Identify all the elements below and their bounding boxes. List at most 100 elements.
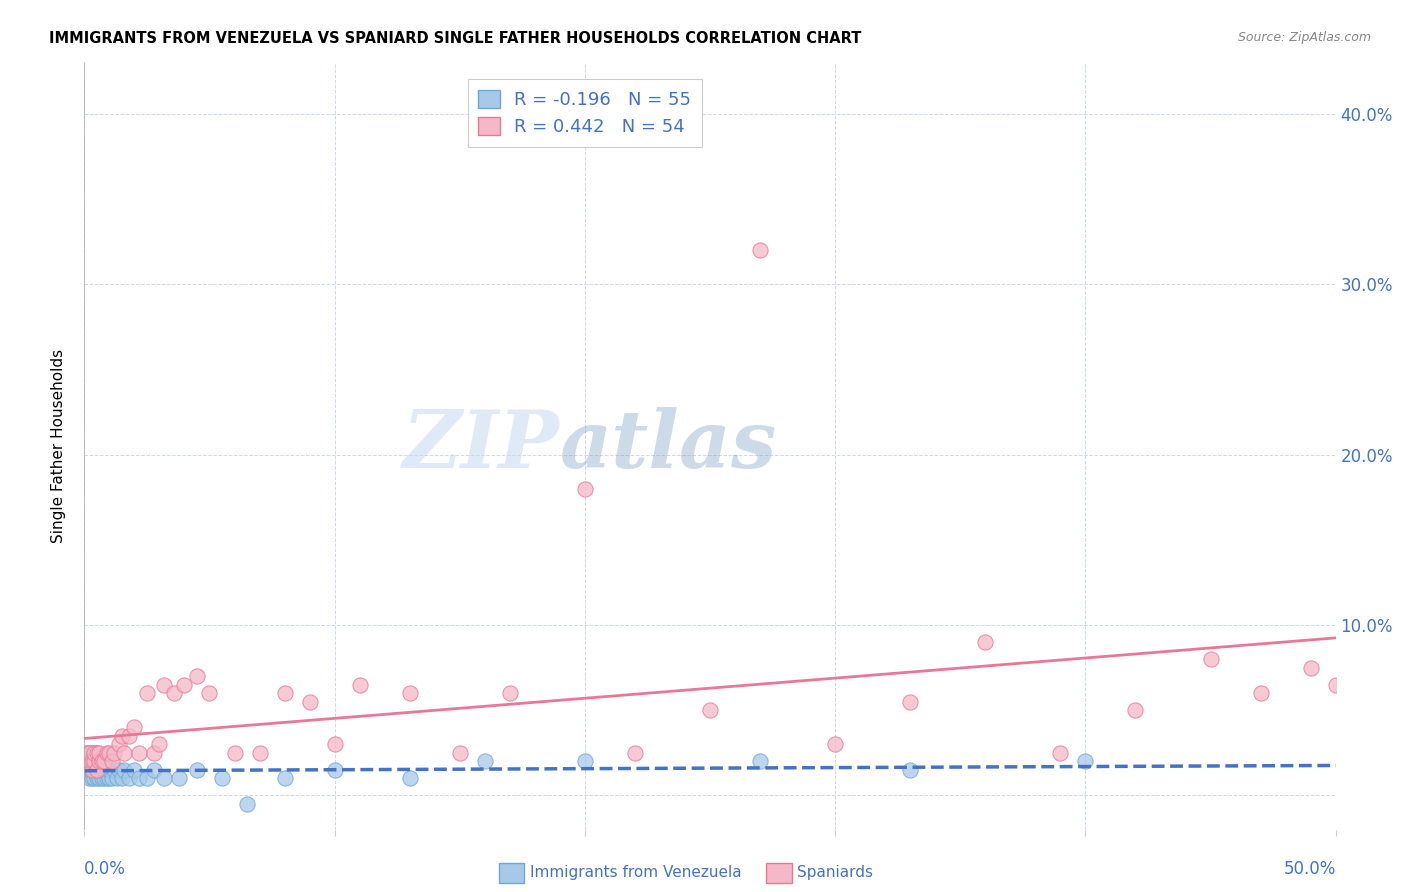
Point xyxy=(148,737,170,751)
Text: Spaniards: Spaniards xyxy=(797,865,873,880)
Point xyxy=(80,763,103,777)
Y-axis label: Single Father Households: Single Father Households xyxy=(51,349,66,543)
Point xyxy=(80,772,103,786)
Point xyxy=(398,686,420,700)
Point xyxy=(124,720,146,734)
Point xyxy=(298,695,321,709)
Text: ZIP: ZIP xyxy=(404,408,560,484)
Point xyxy=(79,746,101,760)
Legend: R = -0.196   N = 55, R = 0.442   N = 54: R = -0.196 N = 55, R = 0.442 N = 54 xyxy=(468,79,702,146)
Point xyxy=(86,755,108,769)
Point xyxy=(83,746,105,760)
Point xyxy=(79,763,101,777)
Point xyxy=(236,797,259,811)
Point xyxy=(499,686,522,700)
Text: 50.0%: 50.0% xyxy=(1284,860,1336,879)
Point xyxy=(1199,652,1222,666)
Point xyxy=(143,746,166,760)
Point xyxy=(83,772,105,786)
Point xyxy=(273,772,295,786)
Point xyxy=(93,755,115,769)
Point xyxy=(699,703,721,717)
Point xyxy=(1074,755,1097,769)
Point xyxy=(749,755,772,769)
Point xyxy=(96,746,118,760)
Point xyxy=(1250,686,1272,700)
Point xyxy=(574,482,596,496)
Point xyxy=(83,755,105,769)
Point xyxy=(76,746,98,760)
Text: atlas: atlas xyxy=(560,408,778,484)
Point xyxy=(89,746,111,760)
Point xyxy=(76,763,98,777)
Point xyxy=(136,686,159,700)
Point xyxy=(449,746,471,760)
Point xyxy=(105,772,128,786)
Point xyxy=(1049,746,1071,760)
Point xyxy=(173,678,195,692)
Point xyxy=(90,772,112,786)
Point xyxy=(186,669,208,683)
Point xyxy=(86,763,108,777)
Point xyxy=(749,243,772,257)
Point xyxy=(83,763,105,777)
Point xyxy=(273,686,295,700)
Point xyxy=(86,772,108,786)
Point xyxy=(118,729,141,743)
Point xyxy=(898,763,921,777)
Point xyxy=(349,678,371,692)
Point xyxy=(323,737,346,751)
Point xyxy=(824,737,846,751)
Point xyxy=(108,737,131,751)
Point xyxy=(103,746,125,760)
Point xyxy=(136,772,159,786)
Point xyxy=(83,755,105,769)
Point xyxy=(143,763,166,777)
Point xyxy=(574,755,596,769)
Point xyxy=(224,746,246,760)
Point xyxy=(1324,678,1347,692)
Point xyxy=(153,678,176,692)
Text: IMMIGRANTS FROM VENEZUELA VS SPANIARD SINGLE FATHER HOUSEHOLDS CORRELATION CHART: IMMIGRANTS FROM VENEZUELA VS SPANIARD SI… xyxy=(49,31,862,46)
Point xyxy=(80,755,103,769)
Text: 0.0%: 0.0% xyxy=(84,860,127,879)
Point xyxy=(249,746,271,760)
Point xyxy=(169,772,191,786)
Point xyxy=(76,746,98,760)
Point xyxy=(101,772,124,786)
Point xyxy=(98,772,121,786)
Point xyxy=(83,746,105,760)
Point xyxy=(89,763,111,777)
Point xyxy=(101,755,124,769)
Point xyxy=(80,746,103,760)
Point xyxy=(128,772,150,786)
Point xyxy=(128,746,150,760)
Point xyxy=(474,755,496,769)
Point xyxy=(80,755,103,769)
Point xyxy=(80,763,103,777)
Point xyxy=(112,763,135,777)
Point xyxy=(163,686,186,700)
Point xyxy=(90,755,112,769)
Point xyxy=(89,755,111,769)
Point xyxy=(108,763,131,777)
Point xyxy=(323,763,346,777)
Point xyxy=(103,763,125,777)
Point xyxy=(76,755,98,769)
Point xyxy=(79,755,101,769)
Point xyxy=(124,763,146,777)
Point xyxy=(153,772,176,786)
Point xyxy=(96,772,118,786)
Point xyxy=(86,746,108,760)
Point xyxy=(186,763,208,777)
Point xyxy=(98,746,121,760)
Point xyxy=(79,746,101,760)
Point xyxy=(398,772,420,786)
Point xyxy=(898,695,921,709)
Point xyxy=(89,755,111,769)
Point xyxy=(1125,703,1147,717)
Point xyxy=(79,772,101,786)
Text: Immigrants from Venezuela: Immigrants from Venezuela xyxy=(530,865,742,880)
Point xyxy=(111,772,134,786)
Point xyxy=(89,772,111,786)
